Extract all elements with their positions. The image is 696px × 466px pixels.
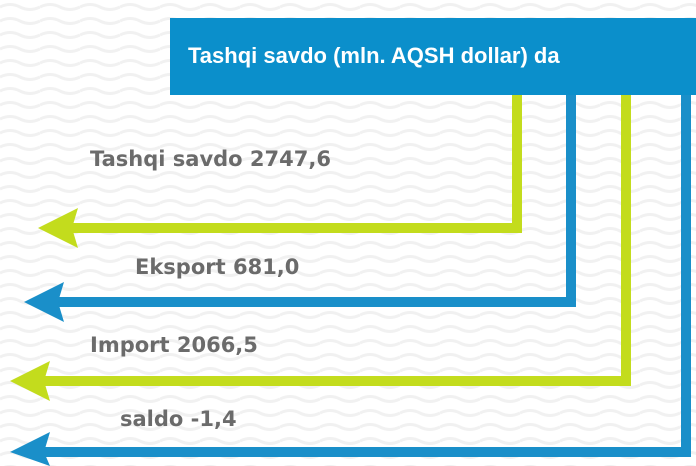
header-box [170, 18, 696, 95]
header-title: Tashqi savdo (mln. AQSH dollar) da [188, 43, 560, 68]
item-label: Tashqi savdo 2747,6 [90, 147, 331, 171]
arrow-head [10, 208, 78, 466]
arrow [40, 95, 691, 457]
item-label: Import 2066,5 [90, 333, 258, 357]
item-label: saldo -1,4 [120, 407, 237, 431]
item-label: Eksport 681,0 [135, 255, 299, 279]
